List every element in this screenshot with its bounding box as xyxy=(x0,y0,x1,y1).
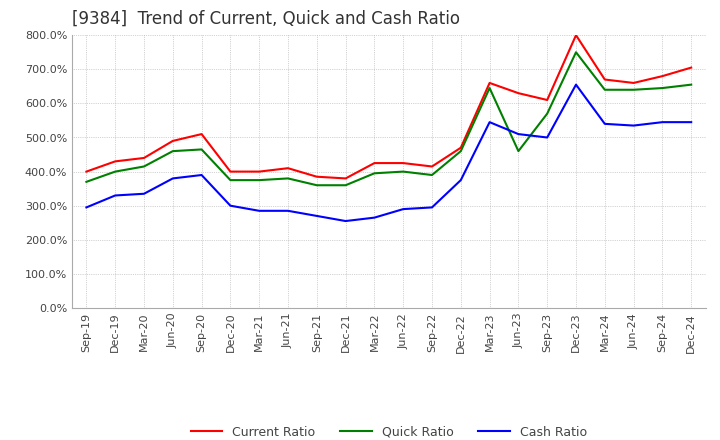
Current Ratio xyxy=(168,138,177,143)
Quick Ratio xyxy=(111,169,120,174)
Cash Ratio xyxy=(572,82,580,87)
Quick Ratio xyxy=(572,50,580,55)
Cash Ratio xyxy=(312,213,321,219)
Cash Ratio xyxy=(197,172,206,178)
Quick Ratio xyxy=(456,149,465,154)
Current Ratio xyxy=(312,174,321,180)
Quick Ratio xyxy=(255,177,264,183)
Current Ratio xyxy=(341,176,350,181)
Line: Cash Ratio: Cash Ratio xyxy=(86,84,691,221)
Current Ratio xyxy=(370,161,379,166)
Quick Ratio xyxy=(168,149,177,154)
Text: [9384]  Trend of Current, Quick and Cash Ratio: [9384] Trend of Current, Quick and Cash … xyxy=(72,10,460,28)
Current Ratio xyxy=(226,169,235,174)
Cash Ratio xyxy=(284,208,292,213)
Cash Ratio xyxy=(82,205,91,210)
Cash Ratio xyxy=(485,120,494,125)
Current Ratio xyxy=(140,155,148,161)
Quick Ratio xyxy=(399,169,408,174)
Current Ratio xyxy=(284,165,292,171)
Cash Ratio xyxy=(658,120,667,125)
Current Ratio xyxy=(197,132,206,137)
Current Ratio xyxy=(687,65,696,70)
Cash Ratio xyxy=(255,208,264,213)
Cash Ratio xyxy=(543,135,552,140)
Quick Ratio xyxy=(370,171,379,176)
Current Ratio xyxy=(428,164,436,169)
Current Ratio xyxy=(658,73,667,79)
Current Ratio xyxy=(485,80,494,85)
Current Ratio xyxy=(543,97,552,103)
Quick Ratio xyxy=(197,147,206,152)
Quick Ratio xyxy=(543,111,552,116)
Current Ratio xyxy=(629,80,638,85)
Cash Ratio xyxy=(341,218,350,224)
Line: Current Ratio: Current Ratio xyxy=(86,35,691,179)
Quick Ratio xyxy=(629,87,638,92)
Quick Ratio xyxy=(82,179,91,184)
Cash Ratio xyxy=(600,121,609,127)
Cash Ratio xyxy=(399,206,408,212)
Quick Ratio xyxy=(341,183,350,188)
Quick Ratio xyxy=(140,164,148,169)
Quick Ratio xyxy=(600,87,609,92)
Current Ratio xyxy=(111,159,120,164)
Quick Ratio xyxy=(284,176,292,181)
Cash Ratio xyxy=(514,132,523,137)
Quick Ratio xyxy=(312,183,321,188)
Cash Ratio xyxy=(111,193,120,198)
Cash Ratio xyxy=(428,205,436,210)
Legend: Current Ratio, Quick Ratio, Cash Ratio: Current Ratio, Quick Ratio, Cash Ratio xyxy=(186,421,592,440)
Current Ratio xyxy=(572,33,580,38)
Quick Ratio xyxy=(485,85,494,91)
Cash Ratio xyxy=(687,120,696,125)
Quick Ratio xyxy=(226,177,235,183)
Current Ratio xyxy=(399,161,408,166)
Current Ratio xyxy=(514,91,523,96)
Current Ratio xyxy=(255,169,264,174)
Cash Ratio xyxy=(168,176,177,181)
Cash Ratio xyxy=(226,203,235,209)
Current Ratio xyxy=(82,169,91,174)
Quick Ratio xyxy=(428,172,436,178)
Quick Ratio xyxy=(514,149,523,154)
Current Ratio xyxy=(456,145,465,150)
Cash Ratio xyxy=(140,191,148,196)
Quick Ratio xyxy=(658,85,667,91)
Current Ratio xyxy=(600,77,609,82)
Cash Ratio xyxy=(629,123,638,128)
Line: Quick Ratio: Quick Ratio xyxy=(86,52,691,185)
Quick Ratio xyxy=(687,82,696,87)
Cash Ratio xyxy=(456,177,465,183)
Cash Ratio xyxy=(370,215,379,220)
